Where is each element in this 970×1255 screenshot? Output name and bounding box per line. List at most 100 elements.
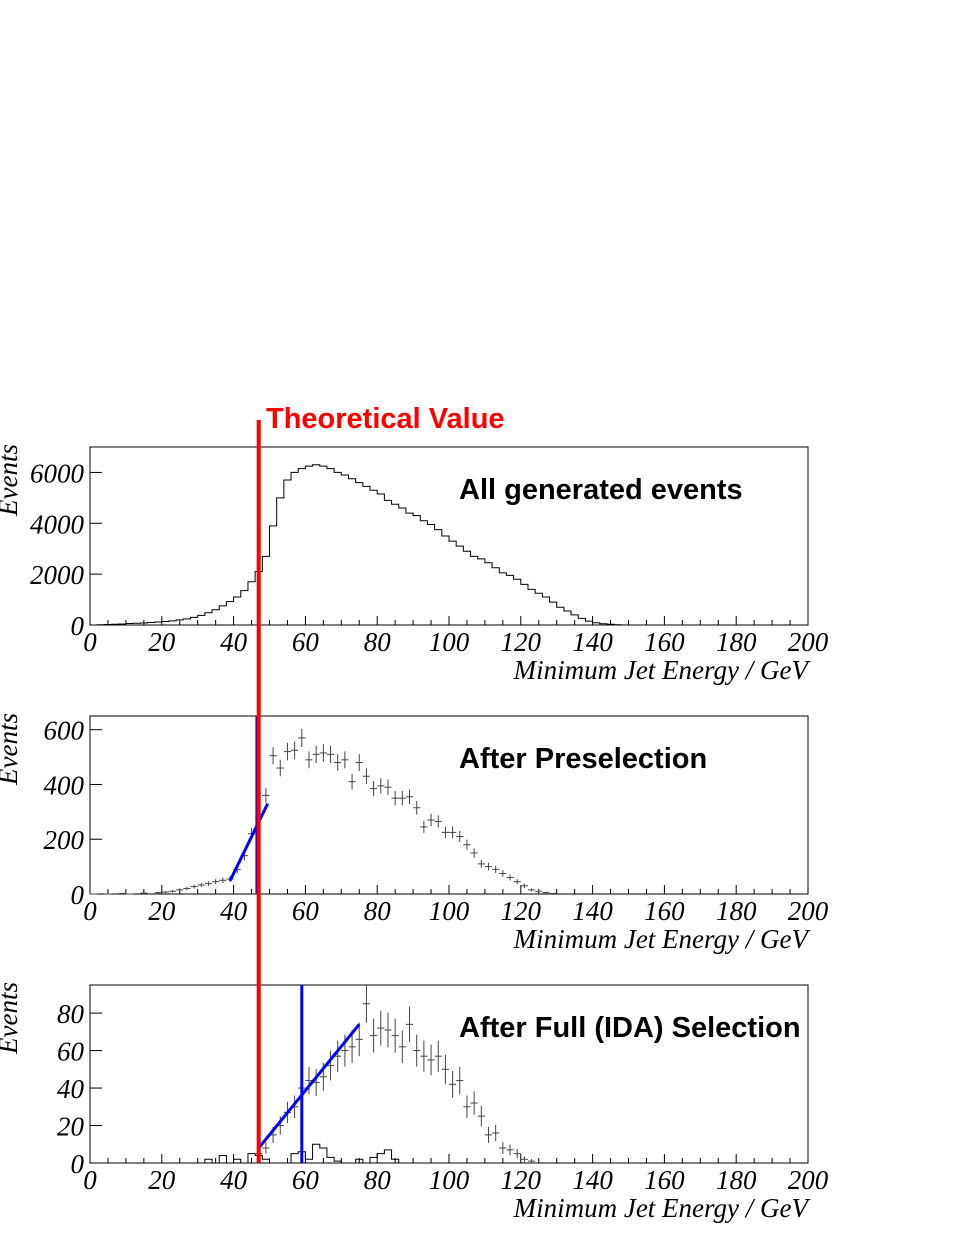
data-point bbox=[520, 1156, 528, 1163]
x-tick-label: 80 bbox=[364, 1165, 392, 1195]
y-tick-label: 20 bbox=[57, 1112, 85, 1142]
x-tick-label: 100 bbox=[429, 627, 470, 657]
y-tick-label: 80 bbox=[57, 999, 85, 1029]
x-tick-label: 40 bbox=[220, 896, 248, 926]
x-tick-label: 160 bbox=[644, 1165, 685, 1195]
panel-1: 0 2000 4000 6000 0 20 40 60 80 100 120 140 160 180 200… bbox=[0, 444, 829, 685]
data-point bbox=[362, 984, 371, 1023]
y-tick-label: 0 bbox=[71, 611, 85, 641]
data-point bbox=[420, 820, 428, 833]
data-point bbox=[427, 813, 435, 827]
x-tick-label: 180 bbox=[716, 627, 757, 657]
data-point bbox=[348, 773, 356, 790]
y-axis-label: Events bbox=[0, 982, 23, 1055]
data-point bbox=[484, 862, 493, 871]
x-tick-label: 0 bbox=[83, 1165, 97, 1195]
data-point bbox=[348, 1030, 356, 1064]
y-tick-label: 60 bbox=[57, 1037, 85, 1067]
data-point bbox=[391, 1018, 399, 1053]
x-tick-label: 20 bbox=[148, 627, 176, 657]
x-tick-label: 60 bbox=[292, 1165, 320, 1195]
data-point bbox=[377, 1010, 385, 1046]
data-point bbox=[477, 1105, 485, 1127]
x-tick-label: 200 bbox=[788, 1165, 829, 1195]
data-point bbox=[154, 891, 162, 894]
data-point bbox=[527, 1159, 536, 1163]
data-point bbox=[427, 1044, 435, 1076]
data-point bbox=[161, 891, 169, 894]
data-point bbox=[405, 1006, 414, 1043]
fit-line bbox=[257, 1023, 361, 1149]
y-tick-label: 0 bbox=[71, 880, 85, 910]
panel-title: After Full (IDA) Selection bbox=[459, 1012, 801, 1044]
data-point bbox=[176, 888, 184, 892]
fit-line bbox=[228, 802, 270, 882]
panel-3: 0 20 40 60 80 0 20 40 60 80 100 120 140 160 180 200Mini… bbox=[0, 982, 829, 1223]
x-axis-label: Minimum Jet Energy / GeV bbox=[513, 655, 812, 685]
data-point bbox=[413, 800, 421, 815]
data-point bbox=[312, 745, 320, 763]
data-point bbox=[291, 741, 299, 760]
data-point bbox=[305, 1066, 313, 1095]
data-point bbox=[441, 826, 449, 839]
data-point bbox=[477, 859, 485, 868]
data-point bbox=[470, 848, 478, 858]
data-point bbox=[492, 865, 500, 873]
data-point bbox=[506, 1144, 514, 1156]
data-point bbox=[183, 886, 191, 891]
data-point bbox=[362, 768, 371, 785]
data-point bbox=[355, 754, 363, 771]
y-tick-label: 200 bbox=[44, 825, 85, 855]
data-point bbox=[420, 1040, 428, 1072]
data-point bbox=[269, 747, 277, 765]
data-point bbox=[377, 778, 385, 794]
x-tick-label: 100 bbox=[429, 896, 470, 926]
y-tick-label: 40 bbox=[57, 1074, 85, 1104]
data-point bbox=[470, 1091, 478, 1115]
data-point bbox=[276, 759, 284, 777]
data-point bbox=[391, 790, 399, 806]
y-tick-label: 600 bbox=[44, 716, 85, 746]
data-point bbox=[334, 754, 342, 771]
data-point bbox=[355, 1022, 363, 1057]
data-point bbox=[492, 1124, 500, 1142]
data-point bbox=[542, 891, 550, 894]
x-tick-label: 20 bbox=[148, 896, 176, 926]
x-tick-label: 200 bbox=[788, 627, 829, 657]
data-point bbox=[283, 742, 292, 761]
y-axis-label: Events bbox=[0, 444, 23, 517]
histogram-step bbox=[90, 464, 629, 626]
data-point bbox=[463, 1095, 471, 1119]
x-tick-label: 180 bbox=[716, 1165, 757, 1195]
data-point bbox=[298, 728, 306, 748]
theoretical-value-label: Theoretical Value bbox=[266, 403, 505, 435]
x-tick-label: 160 bbox=[644, 896, 685, 926]
x-tick-label: 120 bbox=[501, 627, 542, 657]
panel-title: All generated events bbox=[459, 474, 743, 506]
panel-title: After Preselection bbox=[459, 743, 707, 775]
x-tick-label: 140 bbox=[572, 896, 613, 926]
x-tick-label: 160 bbox=[644, 627, 685, 657]
data-point bbox=[456, 830, 464, 843]
data-point bbox=[398, 790, 406, 806]
x-tick-label: 120 bbox=[501, 1165, 542, 1195]
data-point bbox=[449, 1070, 457, 1098]
data-point bbox=[118, 892, 126, 894]
x-tick-label: 0 bbox=[83, 896, 97, 926]
data-point bbox=[520, 883, 528, 888]
data-point bbox=[262, 1142, 270, 1154]
data-point bbox=[326, 745, 335, 763]
data-point bbox=[212, 879, 220, 885]
data-point bbox=[319, 744, 327, 762]
data-point bbox=[527, 888, 536, 892]
data-point bbox=[405, 789, 414, 805]
x-tick-label: 40 bbox=[220, 1165, 248, 1195]
data-point bbox=[449, 826, 457, 839]
data-point bbox=[484, 1126, 493, 1143]
data-point bbox=[140, 892, 148, 894]
y-tick-label: 0 bbox=[71, 1149, 85, 1179]
x-tick-label: 120 bbox=[501, 896, 542, 926]
data-point bbox=[456, 1066, 464, 1095]
data-point bbox=[384, 1012, 392, 1048]
